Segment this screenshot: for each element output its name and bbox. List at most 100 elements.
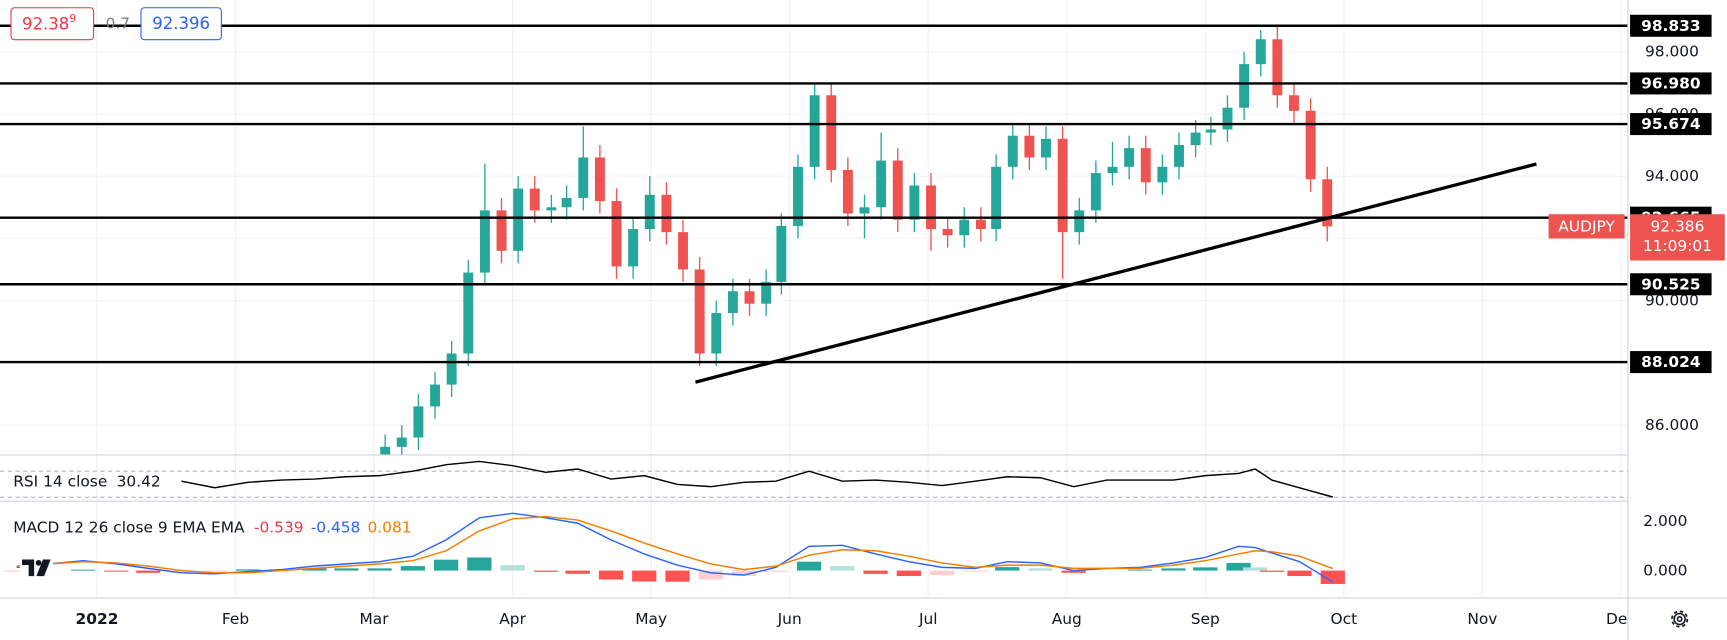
histogram-bar bbox=[863, 570, 888, 574]
level-label-box bbox=[1630, 273, 1712, 296]
candle-body bbox=[661, 194, 672, 233]
rsi-line bbox=[181, 460, 1333, 498]
candle-body bbox=[1140, 148, 1151, 183]
histogram-bar bbox=[104, 570, 129, 572]
logo-mark bbox=[36, 559, 51, 577]
candle-body bbox=[611, 201, 622, 267]
histogram-bar bbox=[1028, 568, 1053, 571]
x-tick-label: Oct bbox=[1331, 610, 1358, 628]
candle-body bbox=[1174, 145, 1184, 167]
macd-line bbox=[16, 512, 1334, 583]
level-label-box bbox=[1630, 113, 1712, 136]
candle-body bbox=[396, 437, 407, 447]
candle-body bbox=[1007, 135, 1018, 167]
candle-body bbox=[1322, 179, 1333, 227]
y-tick-label: 90.000 bbox=[1645, 292, 1699, 310]
logo-mark bbox=[22, 559, 35, 577]
x-axis: 2022 Feb Mar Apr May Jun Jul Aug Sep Oct Nov Dec bbox=[76, 610, 1636, 628]
gear-hub bbox=[1676, 616, 1683, 623]
candle-body bbox=[1057, 138, 1068, 233]
histogram-bar bbox=[731, 570, 757, 577]
candle-body bbox=[1255, 39, 1266, 65]
candle-body bbox=[959, 219, 970, 236]
candle-body bbox=[496, 210, 507, 251]
candle-body bbox=[975, 219, 986, 230]
candle-body bbox=[942, 229, 953, 236]
histogram-bar bbox=[565, 570, 590, 574]
rsi-value: 30.42 bbox=[117, 472, 161, 490]
candle-body bbox=[1041, 138, 1051, 158]
candle-body bbox=[991, 166, 1002, 230]
candle-body bbox=[793, 166, 803, 226]
x-tick-label: Jul bbox=[918, 610, 938, 628]
histogram-bar bbox=[4, 570, 29, 572]
histogram-bar bbox=[1320, 570, 1345, 584]
candle-body bbox=[1157, 166, 1168, 183]
logo-bg bbox=[19, 555, 53, 580]
rsi-legend: RSI 14 close 30.42 bbox=[13, 472, 161, 490]
histogram-bar bbox=[896, 570, 921, 577]
x-tick-label: Apr bbox=[499, 610, 526, 628]
price-tag: 92.386 bbox=[1650, 217, 1704, 235]
histogram-bar bbox=[1287, 570, 1312, 577]
histogram-bar bbox=[533, 570, 558, 572]
macd-value: -0.458 bbox=[311, 519, 361, 537]
candle-body bbox=[594, 157, 605, 202]
x-tick-label: 2022 bbox=[76, 610, 119, 628]
x-tick-label: Dec bbox=[1606, 610, 1636, 628]
candle-body bbox=[842, 169, 853, 214]
candle-body bbox=[529, 188, 540, 211]
histogram-bar bbox=[963, 570, 988, 572]
histogram-bar bbox=[698, 570, 723, 580]
x-tick-label: Jun bbox=[777, 610, 802, 628]
histogram-bar bbox=[1161, 568, 1186, 571]
histogram-bar bbox=[763, 570, 788, 572]
candle-body bbox=[1107, 166, 1118, 174]
histogram-bar bbox=[1259, 570, 1284, 572]
histogram-bar bbox=[500, 565, 525, 571]
y-tick-label: 98.000 bbox=[1645, 43, 1699, 61]
candle-body bbox=[1205, 129, 1216, 133]
x-tick-label: Feb bbox=[222, 610, 249, 628]
histogram-bar bbox=[136, 570, 161, 573]
symbol-tag: AUDJPY bbox=[1558, 217, 1615, 235]
bid-pip: 9 bbox=[69, 12, 76, 25]
histogram-bar bbox=[433, 559, 459, 571]
candle-body bbox=[1222, 107, 1233, 130]
candle-body bbox=[430, 384, 440, 407]
level-label-box bbox=[1630, 14, 1712, 37]
level-label: 95.674 bbox=[1641, 115, 1701, 133]
price-pane bbox=[0, 24, 1628, 455]
histogram-bar bbox=[1128, 569, 1153, 571]
candle-body bbox=[826, 95, 837, 170]
candle-body bbox=[909, 185, 920, 220]
trendline bbox=[695, 162, 1537, 384]
histogram-bar bbox=[71, 569, 96, 571]
histogram-bar bbox=[467, 557, 492, 571]
x-tick-label: Mar bbox=[360, 610, 390, 628]
rsi-pane bbox=[0, 460, 1628, 498]
histogram-bar bbox=[169, 570, 194, 573]
level-label: 98.833 bbox=[1641, 17, 1700, 35]
candle-body bbox=[1305, 110, 1316, 180]
candle-body bbox=[1272, 39, 1283, 96]
logo-mark bbox=[35, 559, 42, 566]
histogram-bar bbox=[400, 566, 425, 571]
settings-button[interactable] bbox=[1671, 610, 1689, 628]
candle-body bbox=[1024, 135, 1035, 158]
candle-body bbox=[463, 272, 474, 354]
level-label: 96.980 bbox=[1641, 74, 1700, 92]
histogram-bar bbox=[665, 570, 690, 582]
candle-body bbox=[1190, 132, 1201, 146]
histogram-bar bbox=[302, 568, 327, 571]
histogram-bar bbox=[1061, 570, 1086, 573]
histogram-bar bbox=[202, 570, 227, 572]
candle-body bbox=[694, 269, 705, 354]
x-tick-label: Aug bbox=[1052, 610, 1082, 628]
histogram-bar bbox=[796, 561, 822, 571]
histogram-bar bbox=[334, 568, 359, 571]
bid-price: 92.389 bbox=[22, 12, 76, 34]
y-tick-label: 86.000 bbox=[1645, 416, 1699, 434]
